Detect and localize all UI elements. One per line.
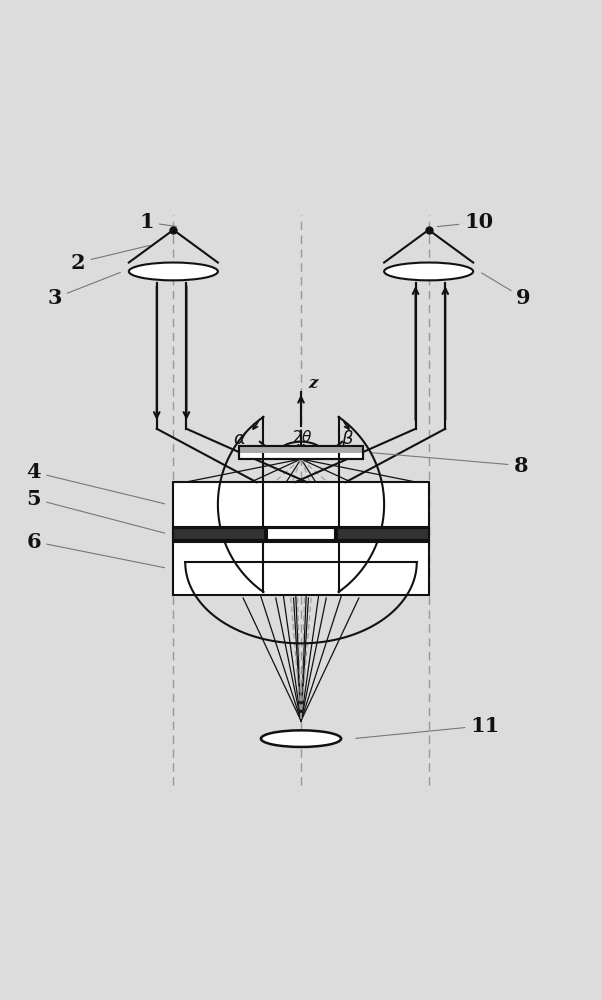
Text: 10: 10 (437, 212, 494, 232)
Bar (238, 446, 364, 459)
Bar (337, 528, 429, 540)
Text: 2: 2 (71, 245, 150, 273)
Text: 4: 4 (26, 462, 165, 504)
Bar (238, 446, 364, 459)
Bar (173, 542, 429, 595)
Ellipse shape (129, 263, 218, 280)
Bar (173, 528, 265, 540)
Text: z: z (308, 375, 318, 392)
Text: 8: 8 (372, 453, 528, 476)
Bar (173, 528, 429, 540)
Ellipse shape (384, 263, 473, 280)
Bar (238, 446, 364, 453)
Text: 3: 3 (48, 272, 120, 308)
Text: 6: 6 (26, 532, 165, 568)
Text: $\alpha$: $\alpha$ (233, 430, 246, 448)
Bar (173, 482, 429, 527)
Text: 5: 5 (26, 489, 165, 533)
Bar (267, 528, 335, 540)
Text: 9: 9 (482, 273, 531, 308)
Ellipse shape (261, 730, 341, 747)
Text: 1: 1 (139, 212, 176, 232)
Text: $2\theta$: $2\theta$ (292, 429, 313, 445)
Text: $\beta$: $\beta$ (341, 428, 355, 450)
Text: 11: 11 (356, 716, 500, 738)
